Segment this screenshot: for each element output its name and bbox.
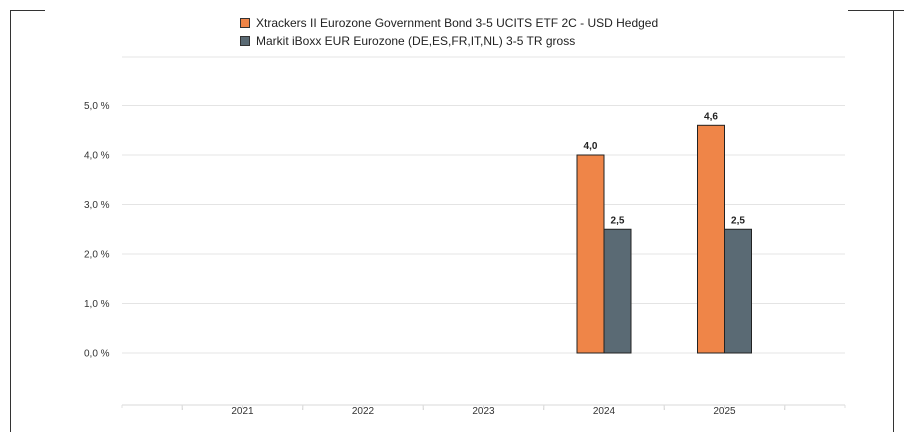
bar-fund-2024 bbox=[576, 154, 605, 354]
legend-swatch-index bbox=[240, 36, 250, 46]
legend-item-fund: Xtrackers II Eurozone Government Bond 3-… bbox=[240, 14, 658, 32]
data-label: 2,5 bbox=[611, 215, 625, 226]
y-tick-label: 5,0 % bbox=[84, 101, 110, 112]
legend-swatch-fund bbox=[240, 18, 250, 28]
legend-label-index: Markit iBoxx EUR Eurozone (DE,ES,FR,IT,N… bbox=[256, 34, 576, 48]
bar-index-2024 bbox=[603, 228, 632, 354]
legend-label-fund: Xtrackers II Eurozone Government Bond 3-… bbox=[256, 16, 659, 30]
y-tick-label: 2,0 % bbox=[84, 250, 110, 261]
data-label: 4,0 bbox=[584, 141, 598, 152]
x-tick-label: 2025 bbox=[713, 406, 736, 417]
x-tick-label: 2021 bbox=[231, 406, 254, 417]
data-label: 4,6 bbox=[704, 111, 718, 122]
chart-legend: Xtrackers II Eurozone Government Bond 3-… bbox=[240, 14, 658, 50]
frame-border-right bbox=[893, 10, 894, 432]
frame-border-left bbox=[10, 10, 11, 432]
y-tick-label: 4,0 % bbox=[84, 151, 110, 162]
x-tick-label: 2022 bbox=[352, 406, 375, 417]
bar-fund-2025 bbox=[697, 124, 725, 354]
y-tick-label: 0,0 % bbox=[84, 349, 110, 360]
x-tick-label: 2024 bbox=[593, 406, 616, 417]
frame-border-top-left bbox=[10, 10, 45, 11]
data-label: 2,5 bbox=[731, 215, 745, 226]
y-tick-label: 3,0 % bbox=[84, 200, 110, 211]
legend-item-index: Markit iBoxx EUR Eurozone (DE,ES,FR,IT,N… bbox=[240, 32, 658, 50]
bar-index-2025 bbox=[724, 228, 752, 354]
x-tick-label: 2023 bbox=[472, 406, 495, 417]
frame-border-top-right bbox=[848, 10, 904, 11]
y-tick-label: 1,0 % bbox=[84, 299, 110, 310]
